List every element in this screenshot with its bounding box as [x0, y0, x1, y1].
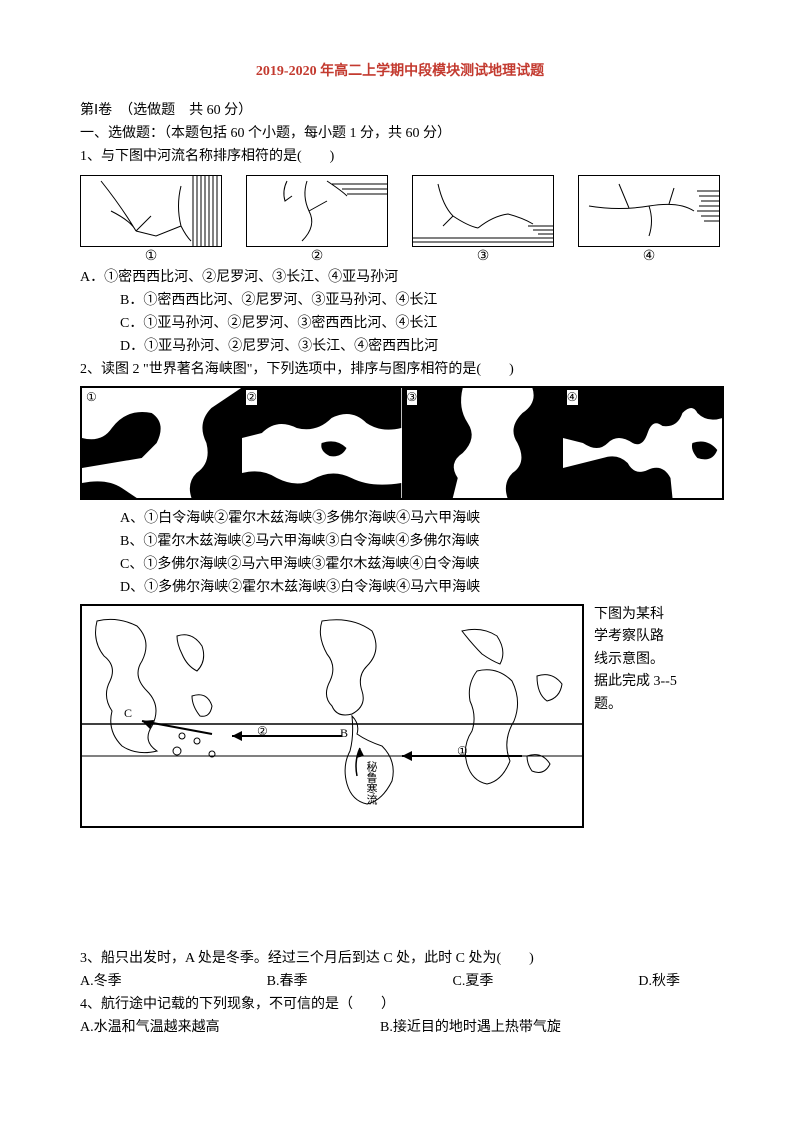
side-l5: 题。 — [594, 694, 677, 716]
q3-opt-c: C.夏季 — [453, 971, 494, 992]
q3-stem: 3、船只出发时，A 处是冬季。经过三个月后到达 C 处，此时 C 处为( ) — [80, 948, 720, 969]
q4-options-row: A.水温和气温越来越高 B.接近目的地时遇上热带气旋 — [80, 1017, 720, 1038]
q1-opt-d: D．①亚马孙河、②尼罗河、③长江、④密西西比河 — [80, 336, 720, 357]
strait-num-3: ③ — [407, 390, 418, 405]
strait-num-2: ② — [246, 390, 257, 405]
side-l1: 下图为某科 — [594, 604, 677, 626]
strait-num-4: ④ — [567, 390, 578, 405]
q3-opt-b: B.春季 — [267, 971, 308, 992]
river-box-1: ① — [80, 175, 222, 247]
q4-opt-a: A.水温和气温越来越高 — [80, 1017, 380, 1038]
river-figure-row: ① ② — [80, 175, 720, 247]
map-label-peru: 秘鲁寒流 — [365, 761, 376, 805]
title-text: 2019-2020 年高二上学期中段模块测试地理试题 — [256, 64, 544, 79]
world-map-row: C B ② ① 秘鲁寒流 下图为某科 学考察队路 线示意图。 据此完成 3--5… — [80, 604, 720, 828]
q1-opt-c: C．①亚马孙河、②尼罗河、③密西西比河、④长江 — [80, 313, 720, 334]
q2-opt-a: A、①白令海峡②霍尔木兹海峡③多佛尔海峡④马六甲海峡 — [80, 508, 720, 529]
world-map: C B ② ① 秘鲁寒流 — [80, 604, 584, 828]
river-box-2: ② — [246, 175, 388, 247]
strait-cell-1: ① — [82, 388, 242, 498]
side-text: 下图为某科 学考察队路 线示意图。 据此完成 3--5 题。 — [594, 604, 677, 716]
q4-stem: 4、航行途中记载的下列现象，不可信的是（ ） — [80, 994, 720, 1015]
q2-opt-c: C、①多佛尔海峡②马六甲海峡③霍尔木兹海峡④白令海峡 — [80, 554, 720, 575]
strait-num-1: ① — [86, 390, 97, 405]
river-label-3: ③ — [477, 248, 490, 265]
strait-cell-2: ② — [242, 388, 402, 498]
map-label-two: ② — [257, 724, 268, 739]
strait-cell-3: ③ — [403, 388, 563, 498]
q3-opt-a: A.冬季 — [80, 971, 122, 992]
q1-opt-b: B．①密西西比河、②尼罗河、③亚马孙河、④长江 — [80, 290, 720, 311]
section-header: 第Ⅰ卷 （选做题 共 60 分） — [80, 100, 720, 121]
q2-opt-b: B、①霍尔木兹海峡②马六甲海峡③白令海峡④多佛尔海峡 — [80, 531, 720, 552]
side-l2: 学考察队路 — [594, 626, 677, 648]
map-label-b: B — [340, 726, 348, 741]
side-l4: 据此完成 3--5 — [594, 671, 677, 693]
section-sub: 一、选做题：（本题包括 60 个小题，每小题 1 分，共 60 分） — [80, 123, 720, 144]
strait-cell-4: ④ — [563, 388, 722, 498]
river-label-4: ④ — [643, 248, 656, 265]
river-box-3: ③ — [412, 175, 554, 247]
q3-opt-d: D.秋季 — [638, 971, 680, 992]
map-label-c: C — [124, 706, 132, 721]
q2-stem: 2、读图 2 "世界著名海峡图"，下列选项中，排序与图序相符的是( ) — [80, 359, 720, 380]
q3-options: A.冬季 B.春季 C.夏季 D.秋季 — [80, 971, 680, 992]
river-label-2: ② — [311, 248, 324, 265]
strait-figure-row: ① ② ③ ④ — [80, 386, 724, 500]
river-label-1: ① — [145, 248, 158, 265]
river-box-4: ④ — [578, 175, 720, 247]
q1-opt-a: A．①密西西比河、②尼罗河、③长江、④亚马孙河 — [80, 267, 720, 288]
q1-stem: 1、与下图中河流名称排序相符的是( ) — [80, 146, 720, 167]
map-label-one: ① — [457, 744, 468, 759]
side-l3: 线示意图。 — [594, 649, 677, 671]
q2-opt-d: D、①多佛尔海峡②霍尔木兹海峡③白令海峡④马六甲海峡 — [80, 577, 720, 598]
q4-opt-b: B.接近目的地时遇上热带气旋 — [380, 1017, 561, 1038]
page-title: 2019-2020 年高二上学期中段模块测试地理试题 — [80, 60, 720, 80]
